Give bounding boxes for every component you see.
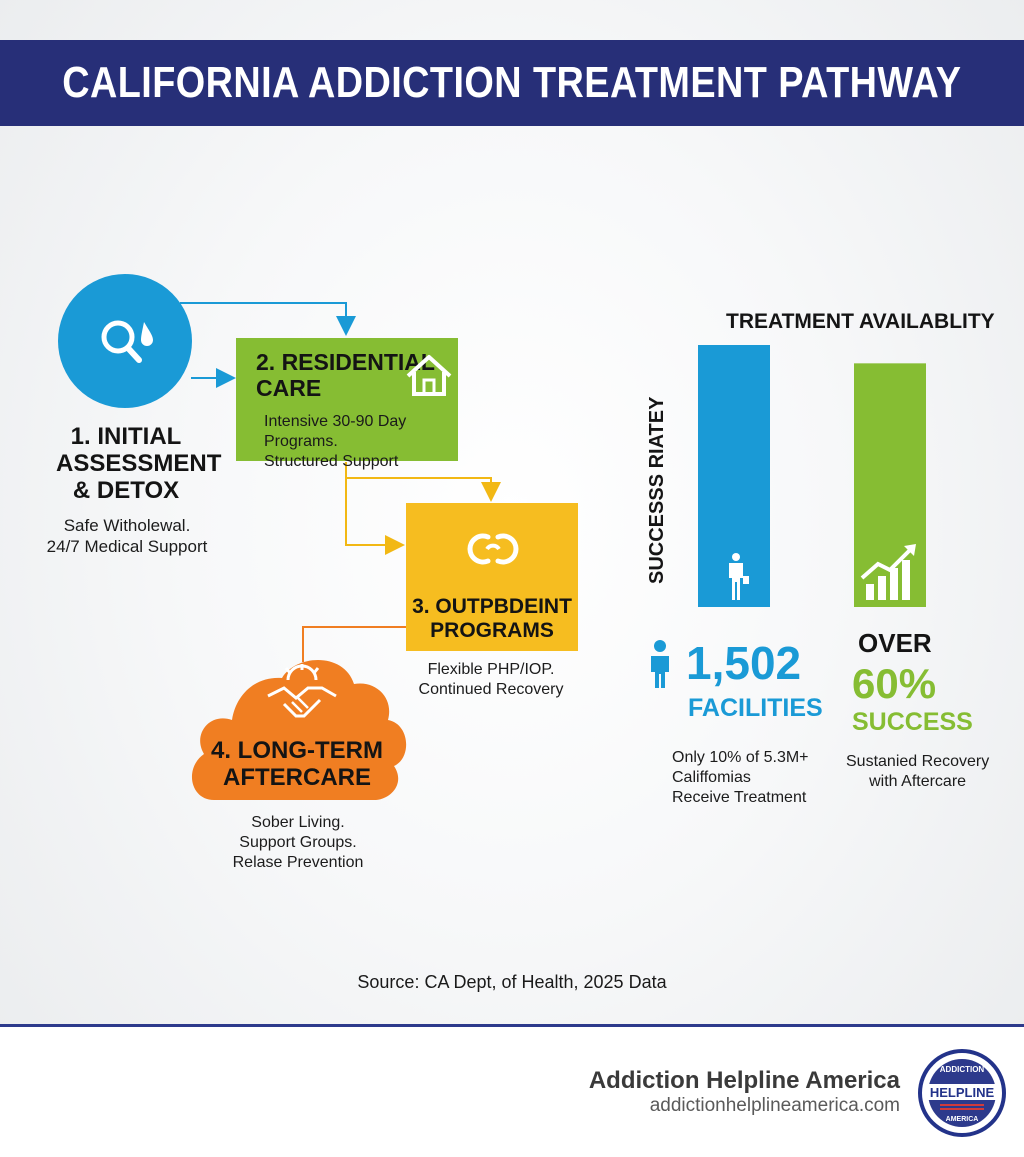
brand-url[interactable]: addictionhelplineamerica.com xyxy=(649,1095,900,1116)
connector-line xyxy=(302,626,407,662)
step-4-cloud xyxy=(191,659,407,800)
handshake-sun-icon xyxy=(267,664,337,718)
growth-chart-icon xyxy=(860,544,916,600)
linked-rings-icon xyxy=(467,533,519,565)
success-note: Sustanied Recovery with Aftercare xyxy=(846,753,990,790)
chart-plot xyxy=(698,345,926,607)
chart-title: TREATMENT AVAILABLITY xyxy=(726,310,995,333)
success-label: SUCCESS xyxy=(852,708,973,736)
step-1-title: 1. INITIAL ASSESSMENT & DETOX xyxy=(56,423,222,504)
connector-arrow xyxy=(345,478,405,555)
worker-icon xyxy=(729,553,749,600)
logo-bottom-text: AMERICA xyxy=(946,1116,979,1123)
logo-mid-text: HELPLINE xyxy=(930,1085,995,1100)
step-3-description: Flexible PHP/IOP. Continued Recovery xyxy=(418,661,564,698)
step-3-title: 3. OUTPBDEINT PROGRAMS xyxy=(412,595,572,642)
house-icon xyxy=(406,355,452,396)
person-icon xyxy=(651,640,669,688)
helpline-seal-logo: ADDICTION HELPLINE AMERICA xyxy=(918,1049,1006,1137)
source-note: Source: CA Dept, of Health, 2025 Data xyxy=(357,972,667,992)
page-title: CALIFORNIA ADDICTION TREATMENT PATHWAY xyxy=(62,58,962,107)
magnifier-drop-icon xyxy=(101,320,153,363)
step-2-description: Intensive 30-90 Day Programs. Structured … xyxy=(264,413,407,470)
step-3-card: 3. OUTPBDEINT PROGRAMS xyxy=(406,503,578,651)
connector-arrow xyxy=(345,462,501,502)
title-banner: CALIFORNIA ADDICTION TREATMENT PATHWAY xyxy=(0,40,1024,126)
pathway-connectors xyxy=(180,302,501,662)
facilities-count: 1,502 xyxy=(686,637,802,689)
step-1-icon-circle xyxy=(58,274,192,408)
step-4-title: 4. LONG-TERM AFTERCARE xyxy=(211,737,383,791)
chart-y-axis-label: SUCCESSS RIATEY xyxy=(646,396,668,584)
brand-name: Addiction Helpline America xyxy=(588,1067,900,1094)
logo-top-text: ADDICTION xyxy=(940,1065,985,1074)
step-4-description: Sober Living. Support Groups. Relase Preve… xyxy=(232,814,364,871)
step-2-title: 2. RESIDENTIAL CARE xyxy=(256,349,435,401)
step-1-description: Safe Witholewal. 24/7 Medical Support xyxy=(46,516,208,557)
facilities-note: Only 10% of 5.3M+ Califfomias Receive Trea… xyxy=(672,749,809,806)
step-2-card: 2. RESIDENTIAL CARE Intensive 30-90 Day P… xyxy=(236,338,458,470)
footer: Addiction Helpline America addictionhelp… xyxy=(0,1024,1024,1157)
bar-success xyxy=(854,363,926,607)
facilities-label: FACILITIES xyxy=(688,694,823,722)
success-percentage: 60% xyxy=(852,660,937,707)
success-prefix: OVER xyxy=(858,628,932,658)
connector-arrow xyxy=(180,302,356,336)
